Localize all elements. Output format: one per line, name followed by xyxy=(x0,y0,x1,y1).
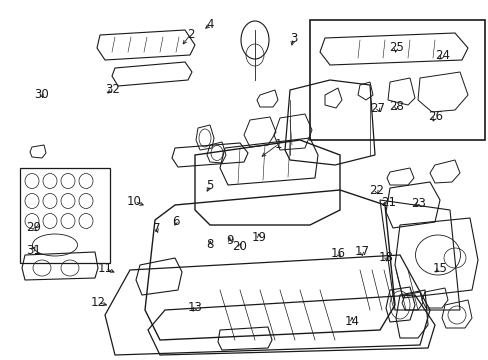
Text: 27: 27 xyxy=(370,102,385,114)
Text: 4: 4 xyxy=(206,18,214,31)
Text: 5: 5 xyxy=(206,179,214,192)
Text: 17: 17 xyxy=(354,246,368,258)
Text: 14: 14 xyxy=(344,315,359,328)
Text: 11: 11 xyxy=(98,262,112,275)
Text: 28: 28 xyxy=(388,100,403,113)
Text: 3: 3 xyxy=(289,32,297,45)
Text: 21: 21 xyxy=(381,196,395,209)
Text: 8: 8 xyxy=(206,238,214,251)
Text: 26: 26 xyxy=(427,111,442,123)
Bar xyxy=(20,168,110,263)
Text: 29: 29 xyxy=(26,221,41,234)
Text: 24: 24 xyxy=(434,49,449,62)
Text: 10: 10 xyxy=(127,195,142,208)
Text: 22: 22 xyxy=(368,184,383,197)
Text: 15: 15 xyxy=(432,262,447,275)
Text: 25: 25 xyxy=(388,41,403,54)
Text: 20: 20 xyxy=(232,240,246,253)
Text: 12: 12 xyxy=(90,296,105,309)
Text: 30: 30 xyxy=(34,88,49,101)
Text: 18: 18 xyxy=(378,251,393,264)
Text: 9: 9 xyxy=(225,234,233,247)
Text: 23: 23 xyxy=(410,197,425,210)
Text: 7: 7 xyxy=(152,222,160,235)
Text: 1: 1 xyxy=(274,138,282,150)
Text: 32: 32 xyxy=(105,83,120,96)
Text: 19: 19 xyxy=(251,231,266,244)
Text: 2: 2 xyxy=(186,28,194,41)
Text: 16: 16 xyxy=(330,247,345,260)
Text: 31: 31 xyxy=(26,244,41,257)
Text: 6: 6 xyxy=(172,215,180,228)
Text: 13: 13 xyxy=(188,301,203,314)
Bar xyxy=(309,20,484,140)
